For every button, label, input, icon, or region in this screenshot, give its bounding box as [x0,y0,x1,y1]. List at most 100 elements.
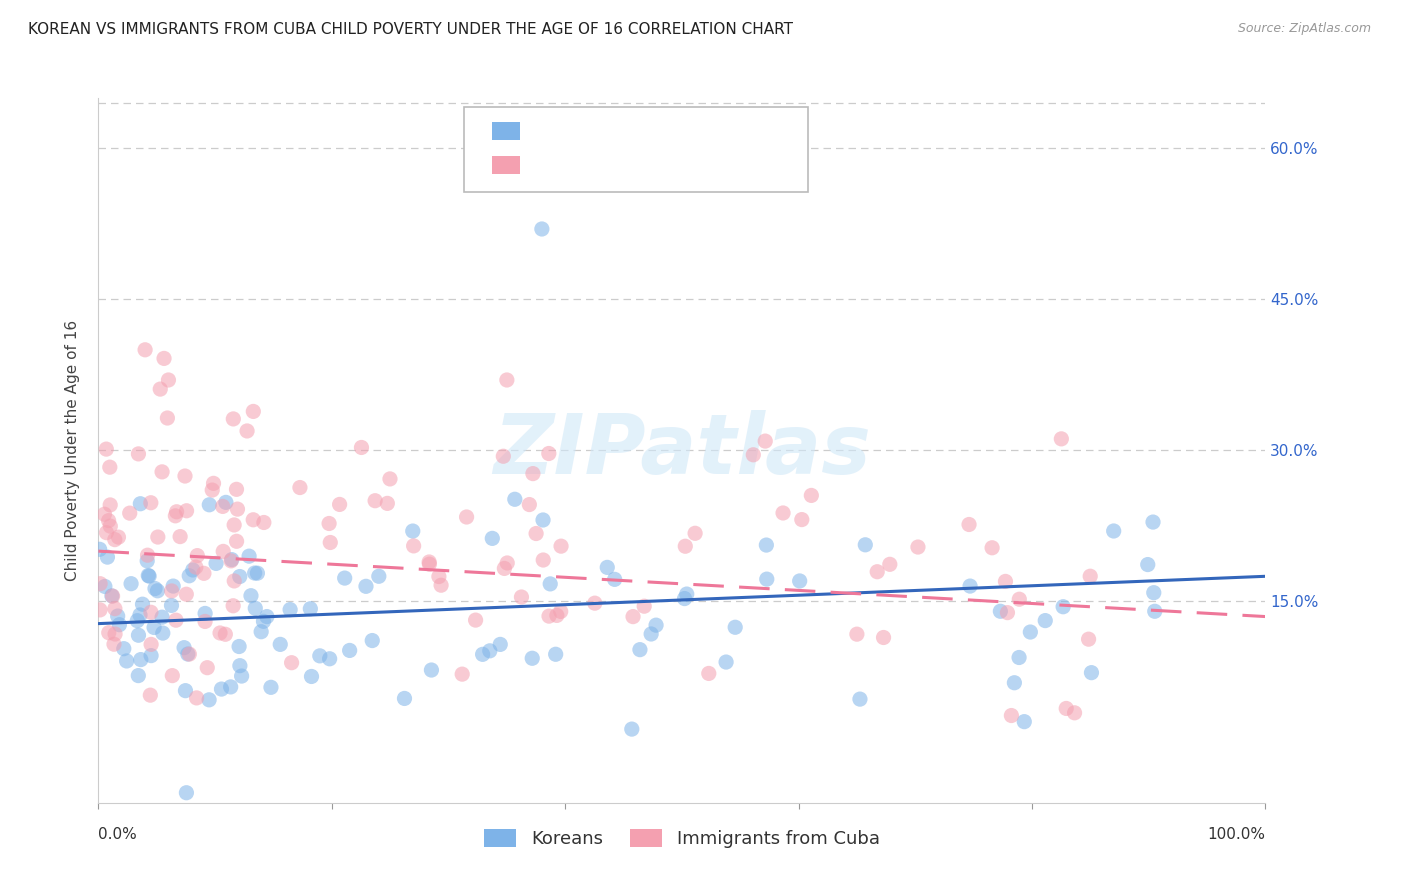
Point [150,465,173,479]
Point [790,512,813,526]
Point [256,609,278,624]
Point [228,640,250,654]
Point [496,373,519,387]
Point [319,535,342,549]
Point [205,557,228,571]
Point [89,603,111,617]
Point [853,538,876,552]
Point [146,530,169,544]
Point [531,553,554,567]
Point [683,526,706,541]
Point [990,604,1012,618]
Point [104,601,127,615]
Point [136,548,159,562]
Point [1000,708,1022,723]
Point [427,569,450,583]
Point [139,496,162,510]
Point [339,643,361,657]
Point [333,571,356,585]
Point [1143,585,1166,599]
Point [238,549,260,564]
Point [108,617,131,632]
Point [202,476,225,491]
Point [219,554,242,568]
Point [640,627,662,641]
Point [755,538,778,552]
Point [97,625,120,640]
Point [136,554,159,568]
Point [489,637,512,651]
Point [129,652,152,666]
Point [866,565,889,579]
Point [524,526,547,541]
Point [212,544,235,558]
Point [181,563,204,577]
Point [94,579,117,593]
Point [1008,592,1031,607]
Point [538,577,561,591]
Point [673,539,696,553]
Point [1102,524,1125,538]
Point [981,541,1004,555]
Point [221,552,243,566]
Point [173,640,195,655]
Point [621,609,644,624]
Point [157,373,180,387]
Point [742,448,765,462]
Point [242,513,264,527]
Point [430,578,453,592]
Point [229,658,252,673]
Point [224,518,246,533]
Point [375,496,398,510]
Point [537,609,560,624]
Point [127,447,149,461]
Point [620,722,643,736]
Point [246,566,269,581]
Point [364,493,387,508]
Point [456,510,478,524]
Point [1077,632,1099,647]
Point [845,627,868,641]
Point [236,424,259,438]
Point [176,786,198,800]
Point [537,446,560,460]
Point [104,533,127,547]
Point [318,652,340,666]
Point [96,525,118,540]
Point [544,647,567,661]
Point [697,666,720,681]
Point [308,648,330,663]
Point [139,648,162,663]
Point [226,502,249,516]
Point [103,637,125,651]
Point [127,614,149,628]
Point [96,550,118,565]
Point [546,608,568,623]
Point [160,583,183,598]
Point [253,516,276,530]
Point [120,576,142,591]
Point [194,615,217,629]
Point [107,530,129,544]
Point [214,627,236,641]
Point [288,481,311,495]
Point [278,602,301,616]
Point [139,637,162,651]
Point [378,472,401,486]
Point [418,555,440,569]
Point [198,498,221,512]
Point [849,692,872,706]
Point [89,542,111,557]
Point [510,590,533,604]
Point [318,516,340,531]
Point [107,609,129,624]
Point [245,601,267,615]
Point [481,532,503,546]
Point [150,610,173,624]
Point [301,669,323,683]
Point [139,605,162,619]
Point [633,599,655,614]
Point [250,624,273,639]
Point [550,604,572,618]
Point [531,513,554,527]
